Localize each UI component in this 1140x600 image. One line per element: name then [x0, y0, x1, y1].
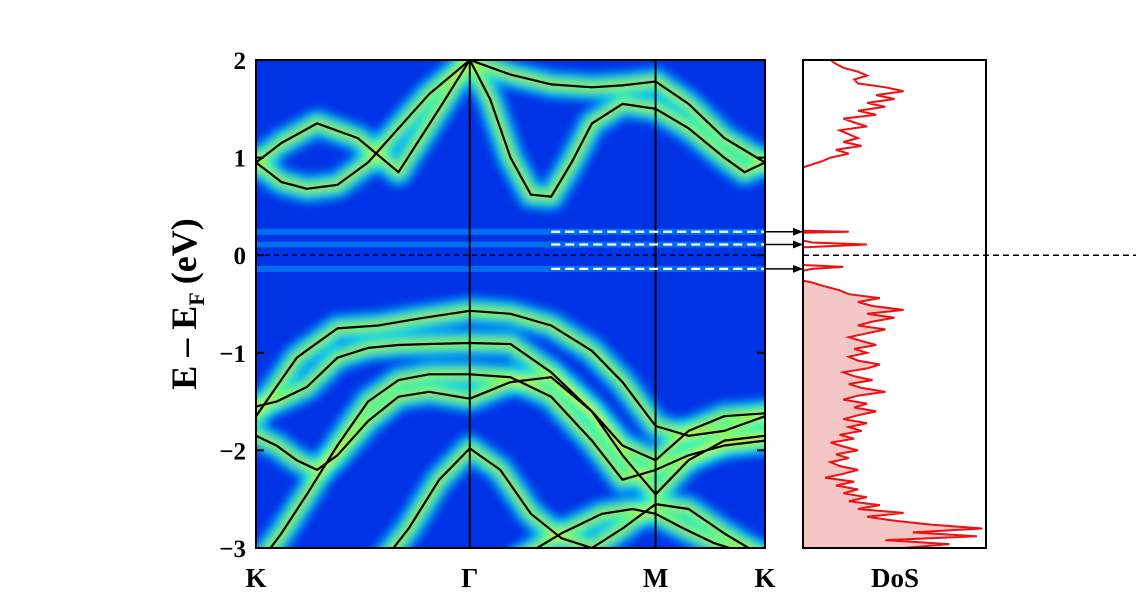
dos-axis-label: DoS	[871, 563, 919, 593]
y-axis-title-subscript: F	[184, 292, 209, 305]
dos-occupied-fill	[803, 280, 983, 548]
defect-level-markers	[551, 230, 765, 270]
band-structure-panel: 2 1 0 −1 −2 −3 K Γ M K	[219, 48, 775, 593]
band-line-6	[269, 373, 765, 548]
y-tick-label-0: 2	[234, 48, 247, 75]
defect-streak-1	[256, 241, 765, 248]
band-line-3	[256, 309, 765, 437]
band-line-4	[256, 341, 765, 462]
y-tick-label-1: 1	[234, 146, 247, 173]
y-tick-label-2: 0	[234, 243, 247, 270]
dos-panel: DoS	[802, 59, 987, 593]
y-axis-title: E – EF (eV)	[164, 218, 209, 389]
defect-level-arrows	[765, 227, 803, 273]
band-line-2	[468, 60, 765, 198]
defect-streak-0	[256, 228, 765, 235]
band-line-0	[256, 60, 765, 174]
high-symmetry-lines	[468, 60, 657, 548]
defect-streak-2	[256, 265, 765, 272]
defect-state-intensity	[256, 228, 765, 272]
band-lines	[256, 60, 765, 548]
y-axis-ticks: 2 1 0 −1 −2 −3	[219, 48, 765, 563]
y-tick-label-5: −3	[219, 536, 246, 563]
y-axis-title-main: E – E	[164, 306, 204, 390]
k-point-label-1: Γ	[461, 563, 478, 593]
k-point-label-2: M	[643, 563, 668, 593]
y-tick-label-4: −2	[219, 438, 246, 465]
dos-series-line	[803, 60, 983, 548]
y-axis-title-unit: (eV)	[164, 218, 204, 284]
band-line-7	[392, 447, 751, 548]
band-frame	[255, 59, 766, 549]
k-point-label-3: K	[754, 563, 775, 593]
y-tick-label-3: −1	[219, 341, 246, 368]
band-line-1	[256, 60, 471, 190]
dos-frame	[802, 59, 987, 549]
k-point-label-0: K	[245, 563, 266, 593]
